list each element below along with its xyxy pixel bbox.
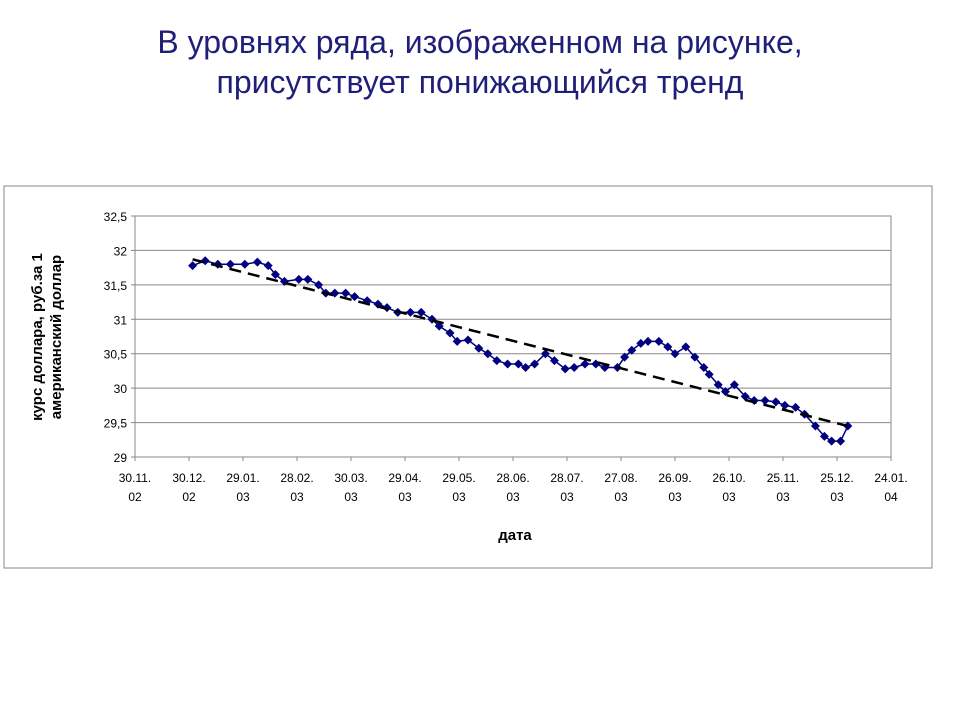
marker (663, 342, 673, 352)
marker (560, 364, 570, 374)
marker (771, 397, 781, 407)
marker (729, 380, 739, 390)
marker (263, 261, 273, 271)
marker (760, 396, 770, 406)
marker (350, 292, 360, 302)
y-tick-label: 30 (114, 382, 128, 396)
marker (740, 391, 750, 401)
y-axis-label: курс доллара, руб.за 1 американский долла… (29, 253, 65, 421)
marker (540, 349, 550, 359)
x-tick-label: 28.02. 03 (280, 471, 313, 504)
marker (445, 328, 455, 338)
marker (636, 338, 646, 348)
marker (810, 421, 820, 431)
slide-title: В уровнях ряда, изображенном на рисунке,… (157, 24, 803, 100)
marker (627, 345, 637, 355)
marker (452, 336, 462, 346)
marker (405, 307, 415, 317)
x-tick-label: 25.11. 03 (767, 471, 799, 504)
marker (819, 431, 829, 441)
x-tick-label: 29.01. 03 (226, 471, 259, 504)
x-tick-label: 25.12. 03 (820, 471, 853, 504)
marker (294, 274, 304, 284)
x-tick-label: 28.06. 03 (496, 471, 529, 504)
marker (303, 274, 313, 284)
y-tick-label: 29,5 (104, 417, 128, 431)
marker (720, 387, 730, 397)
x-tick-label: 30.03. 03 (334, 471, 367, 504)
marker (252, 257, 262, 267)
marker (699, 362, 709, 372)
marker (188, 261, 198, 271)
marker (791, 402, 801, 412)
marker (836, 436, 846, 446)
marker (780, 400, 790, 410)
marker (643, 336, 653, 346)
y-tick-label: 32 (114, 244, 128, 258)
y-tick-label: 29 (114, 451, 128, 465)
marker (474, 343, 484, 353)
marker (620, 352, 630, 362)
x-tick-label: 30.12. 02 (172, 471, 205, 504)
marker (521, 362, 531, 372)
marker (225, 259, 235, 269)
marker (681, 342, 691, 352)
marker (503, 359, 513, 369)
marker (654, 336, 664, 346)
y-tick-label: 31,5 (104, 279, 128, 293)
marker (704, 369, 714, 379)
marker (843, 421, 853, 431)
x-tick-label: 27.08. 03 (604, 471, 637, 504)
marker (240, 259, 250, 269)
marker (416, 307, 426, 317)
x-axis-label: дата (498, 527, 532, 544)
marker (513, 359, 523, 369)
marker (580, 359, 590, 369)
marker (270, 270, 280, 280)
y-tick-label: 32,5 (104, 210, 128, 224)
marker (463, 335, 473, 345)
y-tick-label: 31 (114, 313, 128, 327)
x-tick-label: 28.07. 03 (550, 471, 583, 504)
marker (492, 356, 502, 366)
y-tick-label: 30,5 (104, 348, 128, 362)
marker (314, 280, 324, 290)
marker (569, 362, 579, 372)
x-tick-label: 24.01. 04 (874, 471, 907, 504)
x-tick-label: 29.05. 03 (442, 471, 475, 504)
marker (713, 380, 723, 390)
marker (341, 288, 351, 298)
plot-area (134, 215, 892, 458)
marker (483, 349, 493, 359)
x-tick-label: 30.11. 02 (119, 471, 151, 504)
x-tick-label: 26.10. 03 (712, 471, 745, 504)
x-tick-label: 29.04. 03 (388, 471, 421, 504)
marker (827, 436, 837, 446)
marker (690, 352, 700, 362)
marker (670, 349, 680, 359)
marker (549, 356, 559, 366)
marker (530, 359, 540, 369)
x-tick-label: 26.09. 03 (658, 471, 691, 504)
